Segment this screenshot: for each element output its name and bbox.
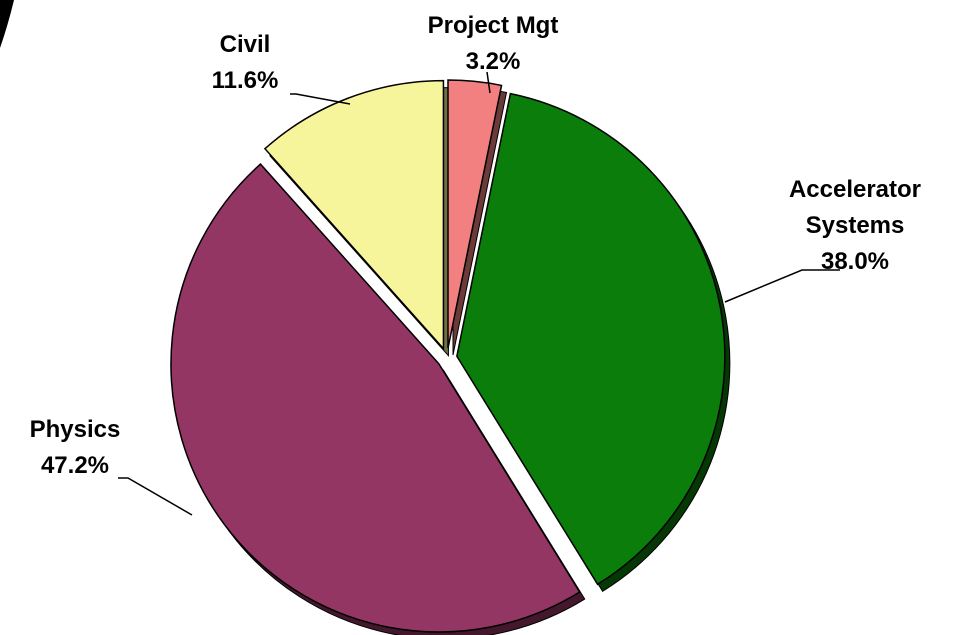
value-label: 11.6% [211,67,279,94]
value-label: 38.0% [820,248,890,275]
slice [447,79,503,349]
leader-line [118,477,193,516]
slice [170,163,581,633]
leader-line [486,71,491,94]
slices [170,79,731,635]
value-label: 47.2% [40,452,110,479]
category-name: Accelerator Systems [788,176,922,239]
leader-line [290,93,351,105]
category-name: Physics [29,416,121,443]
slice [263,79,445,351]
slice-label: Physics 47.2% [30,412,121,484]
category-name: Civil [219,31,271,58]
value-label: 3.2% [465,48,521,75]
slice-label: Project Mgt 3.2% [428,8,559,80]
leader-lines [118,71,840,516]
slice-label: Accelerator Systems 38.0% [775,172,935,280]
category-name: Project Mgt [427,12,559,39]
corner-mark [0,0,14,48]
slice-label: Civil 11.6% [212,27,279,99]
leader-line [724,269,840,303]
slice [456,92,726,586]
